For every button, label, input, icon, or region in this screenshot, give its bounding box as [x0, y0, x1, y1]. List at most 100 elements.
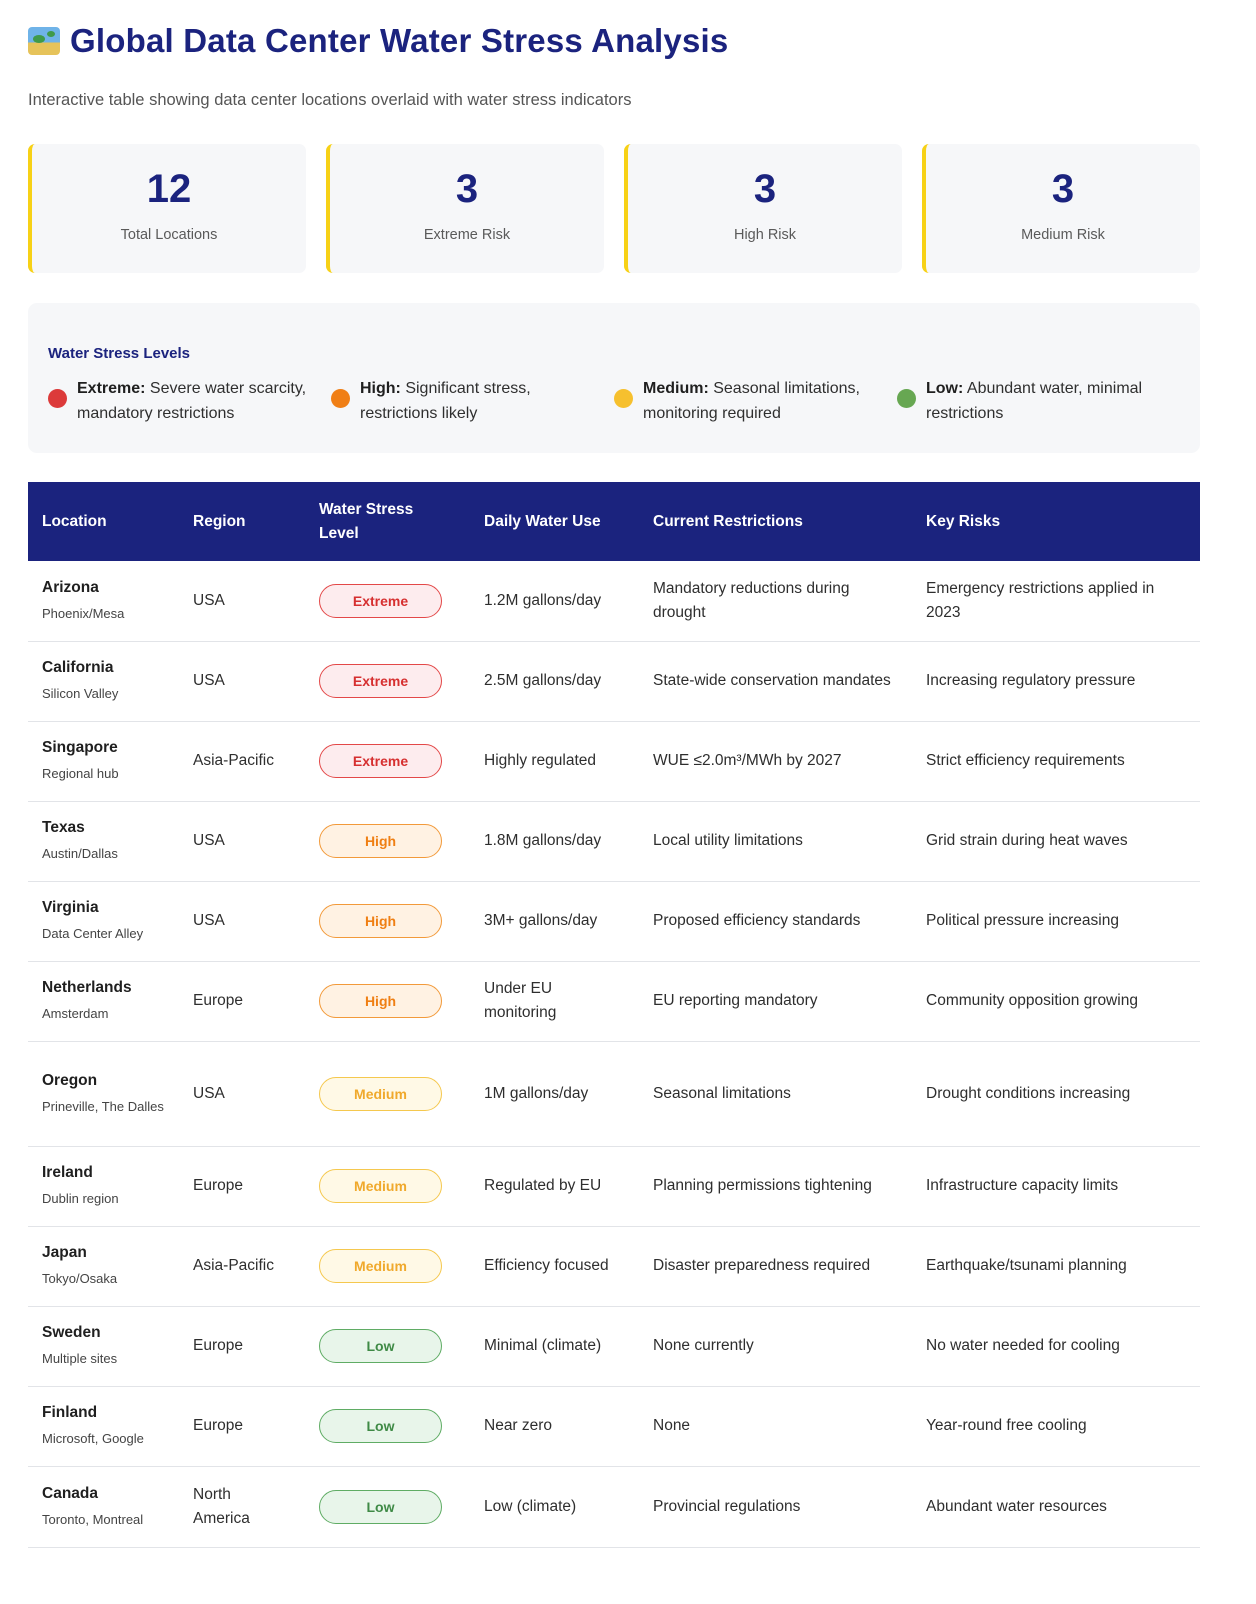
stress-level-badge: High — [319, 824, 442, 858]
location-detail: Phoenix/Mesa — [42, 605, 125, 621]
cell-location: Ireland Dublin region — [28, 1146, 179, 1226]
cell-water-use: 2.5M gallons/day — [484, 672, 602, 689]
stress-level-badge: Medium — [319, 1169, 442, 1203]
stat-label: Total Locations — [120, 226, 218, 243]
cell-risks: Strict efficiency requirements — [926, 752, 1125, 769]
table-row[interactable]: Arizona Phoenix/Mesa USA Extreme 1.2M gallon… — [28, 561, 1200, 641]
cell-risks: No water needed for cooling — [926, 1337, 1120, 1354]
legend-item-high: High: Significant stress, restrictions l… — [331, 376, 614, 426]
location-detail: Toronto, Montreal — [42, 1511, 144, 1527]
table-row[interactable]: Virginia Data Center Alley USA High 3M+ gall… — [28, 881, 1200, 961]
table-row[interactable]: Oregon Prineville, The Dalles USA Medium 1M … — [28, 1041, 1200, 1146]
cell-region: USA — [193, 912, 225, 929]
red-dot-icon — [48, 389, 67, 408]
stress-level-badge: Medium — [319, 1076, 442, 1111]
stress-level-badge: Low — [319, 1409, 442, 1443]
table-body: Arizona Phoenix/Mesa USA Extreme 1.2M gallon… — [28, 561, 1200, 1547]
table-row[interactable]: Netherlands Amsterdam Europe High Under EU m… — [28, 961, 1200, 1041]
cell-region: Asia-Pacific — [193, 1257, 274, 1274]
cell-water-use: Highly regulated — [484, 752, 597, 769]
cell-region: Europe — [193, 992, 243, 1009]
location-detail: Tokyo/Osaka — [42, 1271, 118, 1286]
stats-row: 12 Total Locations 3 Extreme Risk 3 High… — [28, 144, 1200, 273]
location-detail: Amsterdam — [42, 1006, 109, 1021]
cell-stress-level: Low — [305, 1386, 470, 1466]
legend-title: Water Stress Levels — [48, 345, 191, 362]
legend-item-desc: Severe water scarcity, mandatory restric… — [77, 380, 307, 422]
cell-restrictions: EU reporting mandatory — [653, 992, 818, 1009]
cell-region: USA — [193, 832, 225, 849]
stress-level-badge: Medium — [319, 1249, 442, 1283]
legend-item-desc: Significant stress, restrictions likely — [360, 380, 531, 422]
cell-location: Netherlands Amsterdam — [28, 961, 179, 1041]
page-title: Global Data Center Water Stress Analysis — [70, 22, 729, 59]
table-row[interactable]: Finland Microsoft, Google Europe Low Near ze… — [28, 1386, 1200, 1466]
world-map-icon — [28, 27, 60, 55]
table-row[interactable]: Japan Tokyo/Osaka Asia-Pacific Medium Effici… — [28, 1226, 1200, 1306]
legend-item-extreme: Extreme: Severe water scarcity, mandator… — [48, 376, 331, 426]
location-detail: Regional hub — [42, 766, 119, 781]
stress-level-badge: Extreme — [319, 664, 442, 698]
table-row[interactable]: Singapore Regional hub Asia-Pacific Extreme… — [28, 721, 1200, 801]
column-header-location[interactable]: Location — [42, 512, 107, 530]
location-name: Canada — [42, 1484, 98, 1502]
stress-level-badge: Low — [319, 1489, 442, 1524]
location-name: Oregon — [42, 1071, 98, 1089]
cell-location: Finland Microsoft, Google — [28, 1386, 179, 1466]
cell-stress-level: High — [305, 881, 470, 961]
cell-risks: Political pressure increasing — [926, 912, 1119, 929]
legend-item-medium: Medium: Seasonal limitations, monitoring… — [614, 376, 897, 426]
cell-water-use: Minimal (climate) — [484, 1337, 602, 1354]
stat-value: 3 — [1051, 166, 1075, 211]
stat-card-total: 12 Total Locations — [28, 144, 306, 273]
green-dot-icon — [897, 389, 916, 408]
cell-water-use: Near zero — [484, 1417, 553, 1434]
cell-stress-level: Medium — [305, 1041, 470, 1146]
cell-location: California Silicon Valley — [28, 641, 179, 721]
table-row[interactable]: Ireland Dublin region Europe Medium Regulate… — [28, 1146, 1200, 1226]
legend-item-name: High: — [360, 380, 401, 397]
table-row[interactable]: Sweden Multiple sites Europe Low Minimal (cl… — [28, 1306, 1200, 1386]
legend-item-name: Low: — [926, 380, 964, 397]
cell-stress-level: Extreme — [305, 721, 470, 801]
page-header: Global Data Center Water Stress Analysis — [28, 22, 728, 60]
table-row[interactable]: California Silicon Valley USA Extreme 2.5M g… — [28, 641, 1200, 721]
cell-stress-level: Low — [305, 1466, 470, 1547]
stat-label: Medium Risk — [1021, 226, 1105, 243]
column-header-region[interactable]: Region — [193, 512, 246, 530]
table-row[interactable]: Canada Toronto, Montreal North America Low L… — [28, 1466, 1200, 1547]
cell-restrictions: Seasonal limitations — [653, 1084, 791, 1102]
location-detail: Microsoft, Google — [42, 1431, 144, 1446]
cell-water-use: 3M+ gallons/day — [484, 912, 598, 929]
cell-risks: Community opposition growing — [926, 992, 1138, 1009]
legend-item-name: Medium: — [643, 380, 709, 397]
cell-water-use: Regulated by EU — [484, 1177, 602, 1194]
table-header-row: Location Region Water Stress Level Daily… — [28, 482, 1200, 561]
cell-restrictions: None — [653, 1417, 691, 1434]
cell-risks: Emergency restrictions applied in 2023 — [926, 579, 1155, 621]
stat-value: 3 — [753, 166, 777, 211]
cell-restrictions: Planning permissions tightening — [653, 1177, 872, 1194]
column-header-restrictions[interactable]: Current Restrictions — [653, 512, 803, 530]
stat-card-high: 3 High Risk — [624, 144, 902, 273]
column-header-risks[interactable]: Key Risks — [926, 512, 1001, 530]
table-row[interactable]: Texas Austin/Dallas USA High 1.8M gallons/da… — [28, 801, 1200, 881]
cell-location: Texas Austin/Dallas — [28, 801, 179, 881]
cell-stress-level: High — [305, 801, 470, 881]
cell-region: USA — [193, 672, 225, 689]
yellow-dot-icon — [614, 389, 633, 408]
location-detail: Data Center Alley — [42, 926, 144, 941]
legend-item-desc: Seasonal limitations, monitoring require… — [643, 380, 860, 422]
stat-card-medium: 3 Medium Risk — [922, 144, 1200, 273]
location-detail: Austin/Dallas — [42, 846, 118, 861]
cell-region: Europe — [193, 1177, 243, 1194]
column-header-stress-level[interactable]: Water Stress Level — [319, 500, 414, 542]
page-subtitle: Interactive table showing data center lo… — [28, 91, 632, 109]
location-name: Netherlands — [42, 979, 132, 996]
cell-stress-level: High — [305, 961, 470, 1041]
cell-risks: Infrastructure capacity limits — [926, 1177, 1119, 1194]
cell-restrictions: Proposed efficiency standards — [653, 912, 861, 929]
stat-label: High Risk — [733, 226, 797, 243]
stat-value: 3 — [455, 166, 479, 211]
column-header-water-use[interactable]: Daily Water Use — [484, 512, 601, 530]
